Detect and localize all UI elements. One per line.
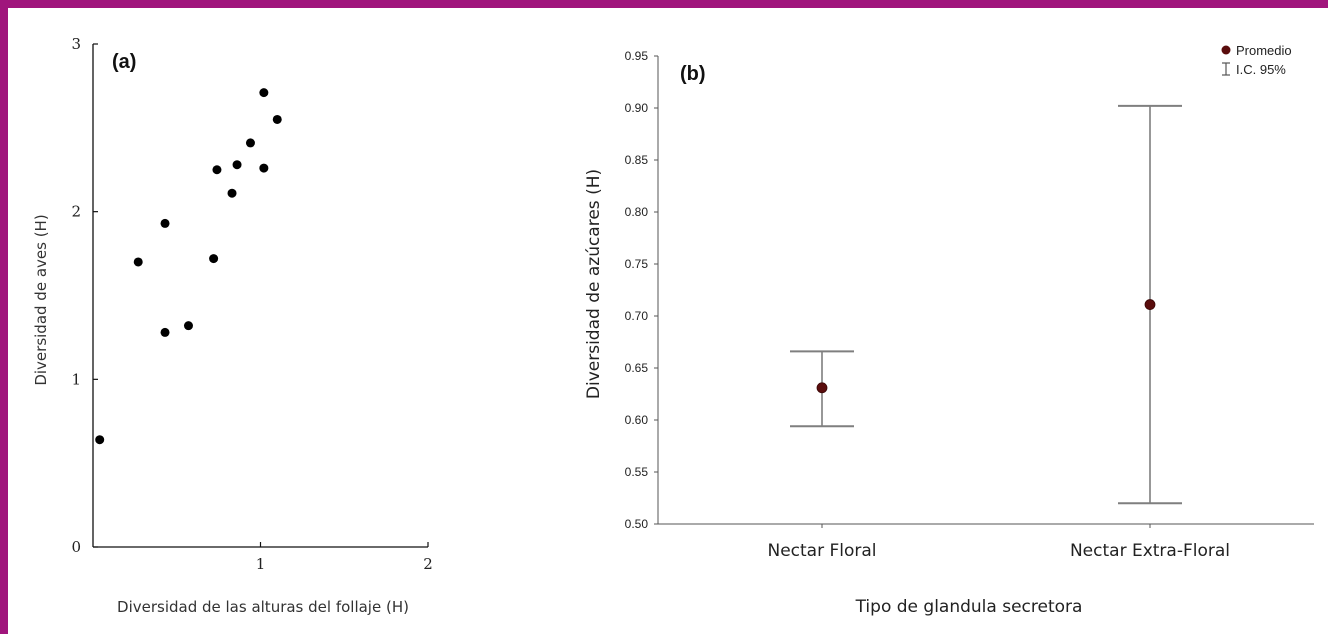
panel-b-y-tick-label: 0.80 (625, 205, 649, 219)
panel-b-y-tick-label: 0.50 (625, 517, 649, 531)
panel-b-y-tick-label: 0.70 (625, 309, 649, 323)
panel-a-data-point (160, 327, 170, 337)
panel-a: 0 1 2 3 1 2 (a) Diversidad de las alturas del… (32, 35, 433, 616)
panel-a-y-tick-label: 1 (71, 370, 81, 388)
panel-a-x-tick-label: 1 (256, 555, 266, 573)
panel-b-y-tick-label: 0.75 (625, 257, 649, 271)
panel-a-data-point (259, 88, 269, 98)
panel-a-data-point (95, 435, 105, 445)
panel-b-mean-point (816, 382, 828, 394)
panel-b-y-title: Diversidad de azúcares (H) (584, 169, 604, 399)
panel-b-label: (b) (680, 63, 706, 85)
panel-b-x-title: Tipo de glandula secretora (855, 597, 1083, 617)
panel-a-label: (a) (112, 51, 136, 73)
panel-a-x-title: Diversidad de las alturas del follaje (H… (117, 598, 409, 616)
panel-b-category-label: Nectar Floral (767, 541, 876, 561)
legend-ci-marker (1222, 62, 1230, 76)
panel-b-y-tick-label: 0.85 (625, 153, 649, 167)
panel-b-y-tick-label: 0.55 (625, 465, 649, 479)
panel-a-data-point (209, 254, 219, 264)
panel-b-y-tick-label: 0.65 (625, 361, 649, 375)
panel-b-mean-point (1144, 299, 1156, 310)
panel-a-data-point (245, 138, 255, 148)
panel-b-category-label: Nectar Extra-Floral (1070, 541, 1230, 561)
panel-b-y-tick-label: 0.95 (625, 49, 649, 63)
panel-a-y-tick-label: 0 (71, 538, 81, 556)
panel-a-data-point (212, 165, 222, 175)
legend-mean-label: Promedio (1236, 43, 1292, 58)
panel-a-x-tick-label: 2 (423, 555, 433, 573)
panel-a-ticks: 0 1 2 3 1 2 (71, 35, 432, 573)
panel-a-data-point (160, 218, 170, 228)
panel-a-points (95, 88, 282, 445)
panel-a-data-point (133, 257, 143, 267)
panel-a-data-point (227, 188, 237, 198)
panel-a-data-point (272, 114, 282, 124)
panel-b: 0.50 0.55 0.60 0.65 0.70 0.75 0.80 0.85 0.90 0.95… (584, 43, 1314, 617)
panel-a-y-title: Diversidad de aves (H) (32, 214, 50, 385)
panel-a-y-tick-label: 2 (71, 203, 81, 221)
legend-ci-label: I.C. 95% (1236, 62, 1286, 77)
panel-b-y-tick-label: 0.60 (625, 413, 649, 427)
legend-mean-marker (1221, 45, 1231, 55)
panel-b-error-bars (790, 104, 1182, 505)
panel-b-y-tick-label: 0.90 (625, 101, 649, 115)
panel-b-legend: Promedio I.C. 95% (1221, 43, 1292, 77)
panel-a-data-point (259, 163, 269, 173)
panel-a-data-point (183, 321, 193, 331)
panel-b-ticks: 0.50 0.55 0.60 0.65 0.70 0.75 0.80 0.85 0.90 0.95… (625, 49, 1230, 561)
panel-a-data-point (232, 160, 242, 170)
panel-a-y-tick-label: 3 (71, 35, 81, 53)
